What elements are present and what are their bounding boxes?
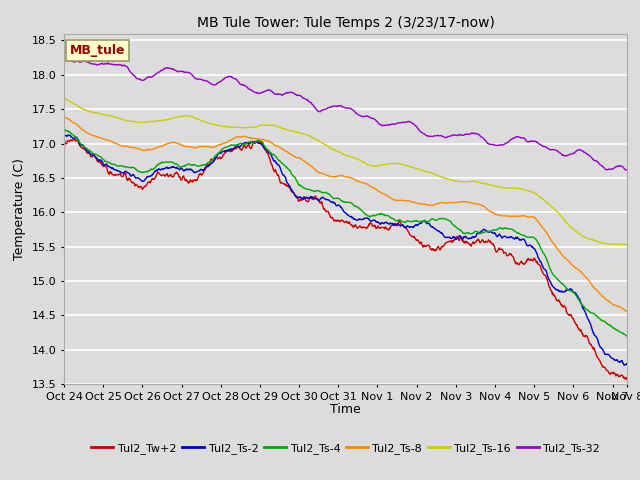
Title: MB Tule Tower: Tule Temps 2 (3/23/17-now): MB Tule Tower: Tule Temps 2 (3/23/17-now… — [196, 16, 495, 30]
Y-axis label: Temperature (C): Temperature (C) — [13, 158, 26, 260]
Text: MB_tule: MB_tule — [70, 44, 125, 57]
X-axis label: Time: Time — [330, 403, 361, 416]
Legend: Tul2_Tw+2, Tul2_Ts-2, Tul2_Ts-4, Tul2_Ts-8, Tul2_Ts-16, Tul2_Ts-32: Tul2_Tw+2, Tul2_Ts-2, Tul2_Ts-4, Tul2_Ts… — [86, 439, 605, 458]
